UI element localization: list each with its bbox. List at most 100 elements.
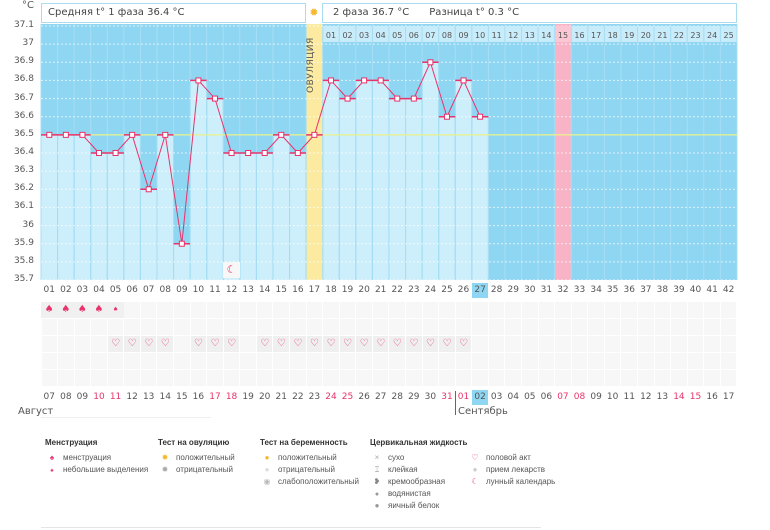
day-entry-cell[interactable] (621, 336, 637, 352)
day-entry-cell[interactable] (621, 319, 637, 335)
day-entry-cell[interactable] (704, 370, 720, 386)
day-entry-cell[interactable] (522, 353, 538, 369)
day-entry-cell[interactable] (422, 370, 439, 386)
day-entry-cell[interactable] (720, 302, 737, 318)
day-entry-cell[interactable] (720, 336, 737, 352)
cycle-day[interactable]: 14 (258, 285, 271, 295)
day-entry-cell[interactable] (58, 370, 74, 386)
day-entry-cell[interactable] (538, 302, 555, 318)
day-entry-cell[interactable] (406, 319, 422, 335)
day-entry-cell[interactable] (472, 353, 488, 369)
day-entry-cell[interactable] (240, 353, 256, 369)
day-entry-cell[interactable] (41, 353, 58, 369)
day-entry-cell[interactable] (372, 319, 389, 335)
calendar-date[interactable]: 27 (374, 392, 387, 402)
cycle-day[interactable]: 42 (722, 285, 735, 295)
day-entry-cell[interactable] (439, 370, 455, 386)
day-entry-cell[interactable] (687, 336, 704, 352)
cycle-day[interactable]: 35 (606, 285, 619, 295)
day-entry-cell[interactable] (704, 319, 720, 335)
cycle-day[interactable]: 31 (540, 285, 553, 295)
calendar-date[interactable]: 02 (471, 390, 489, 405)
day-entry-cell[interactable] (356, 353, 372, 369)
cycle-day[interactable]: 01 (43, 285, 55, 295)
day-entry-cell[interactable] (190, 353, 207, 369)
day-entry-cell[interactable] (339, 370, 356, 386)
day-entry-cell[interactable] (522, 370, 538, 386)
day-entry-cell[interactable] (671, 336, 687, 352)
day-entry-cell[interactable] (522, 336, 538, 352)
day-entry-cell[interactable] (273, 319, 290, 335)
day-entry-cell[interactable] (256, 302, 273, 318)
cycle-day[interactable]: 24 (424, 285, 437, 295)
calendar-date[interactable]: 20 (258, 392, 271, 402)
cycle-day[interactable]: 17 (308, 285, 321, 295)
day-entry-cell[interactable] (140, 319, 157, 335)
day-entry-cell[interactable] (290, 319, 306, 335)
day-entry-cell[interactable] (157, 353, 174, 369)
day-entry-cell[interactable] (389, 319, 406, 335)
cycle-day[interactable]: 08 (159, 285, 171, 295)
day-entry-cell[interactable] (638, 336, 654, 352)
day-entry-cell[interactable] (124, 319, 140, 335)
day-entry-cell[interactable] (223, 319, 240, 335)
cycle-day[interactable]: 21 (374, 285, 387, 295)
day-entry-cell[interactable] (555, 319, 571, 335)
day-entry-cell[interactable] (604, 319, 621, 335)
cycle-day[interactable]: 40 (689, 285, 702, 295)
calendar-date[interactable]: 22 (292, 392, 304, 402)
day-entry-cell[interactable] (190, 370, 207, 386)
day-entry-cell[interactable] (671, 353, 687, 369)
calendar-date[interactable]: 18 (225, 392, 238, 402)
day-entry-cell[interactable] (372, 370, 389, 386)
day-entry-cell[interactable] (157, 370, 174, 386)
cycle-day[interactable]: 10 (192, 285, 205, 295)
day-entry-cell[interactable] (505, 370, 522, 386)
day-entry-cell[interactable] (190, 302, 207, 318)
calendar-date[interactable]: 08 (60, 392, 72, 402)
cycle-day[interactable]: 05 (109, 285, 122, 295)
day-entry-cell[interactable] (356, 370, 372, 386)
day-entry-cell[interactable] (372, 353, 389, 369)
cycle-day[interactable]: 41 (706, 285, 718, 295)
day-entry-cell[interactable] (273, 302, 290, 318)
day-entry-cell[interactable] (389, 370, 406, 386)
day-entry-cell[interactable] (621, 370, 637, 386)
day-entry-cell[interactable] (406, 370, 422, 386)
day-entry-cell[interactable] (124, 302, 140, 318)
cycle-day[interactable]: 18 (325, 285, 337, 295)
day-entry-cell[interactable] (107, 319, 124, 335)
day-entry-cell[interactable] (588, 302, 604, 318)
day-entry-cell[interactable] (488, 319, 505, 335)
calendar-date[interactable]: 14 (673, 392, 685, 402)
calendar-date[interactable]: 13 (142, 392, 155, 402)
day-entry-cell[interactable] (654, 302, 671, 318)
day-entry-cell[interactable] (488, 353, 505, 369)
day-entry-cell[interactable] (174, 336, 190, 352)
day-entry-cell[interactable] (406, 302, 422, 318)
calendar-date[interactable]: 15 (689, 392, 702, 402)
day-entry-cell[interactable] (306, 319, 323, 335)
calendar-date[interactable]: 13 (656, 392, 669, 402)
day-entry-cell[interactable] (240, 336, 256, 352)
day-entry-cell[interactable] (571, 353, 588, 369)
day-entry-cell[interactable] (588, 336, 604, 352)
day-entry-cell[interactable] (439, 353, 455, 369)
day-entry-cell[interactable] (240, 370, 256, 386)
day-entry-cell[interactable] (439, 302, 455, 318)
day-entry-cell[interactable] (240, 319, 256, 335)
day-entry-cell[interactable] (223, 302, 240, 318)
day-entry-cell[interactable] (356, 319, 372, 335)
day-entry-cell[interactable] (638, 302, 654, 318)
calendar-date[interactable]: 09 (76, 392, 89, 402)
calendar-date[interactable]: 30 (424, 392, 437, 402)
calendar-date[interactable]: 11 (109, 392, 122, 402)
day-entry-cell[interactable] (58, 319, 74, 335)
cycle-day[interactable]: 34 (590, 285, 602, 295)
cycle-day[interactable]: 37 (640, 285, 652, 295)
day-entry-cell[interactable] (41, 336, 58, 352)
day-entry-cell[interactable] (306, 353, 323, 369)
day-entry-cell[interactable] (91, 336, 107, 352)
day-entry-cell[interactable] (406, 353, 422, 369)
day-entry-cell[interactable] (488, 370, 505, 386)
